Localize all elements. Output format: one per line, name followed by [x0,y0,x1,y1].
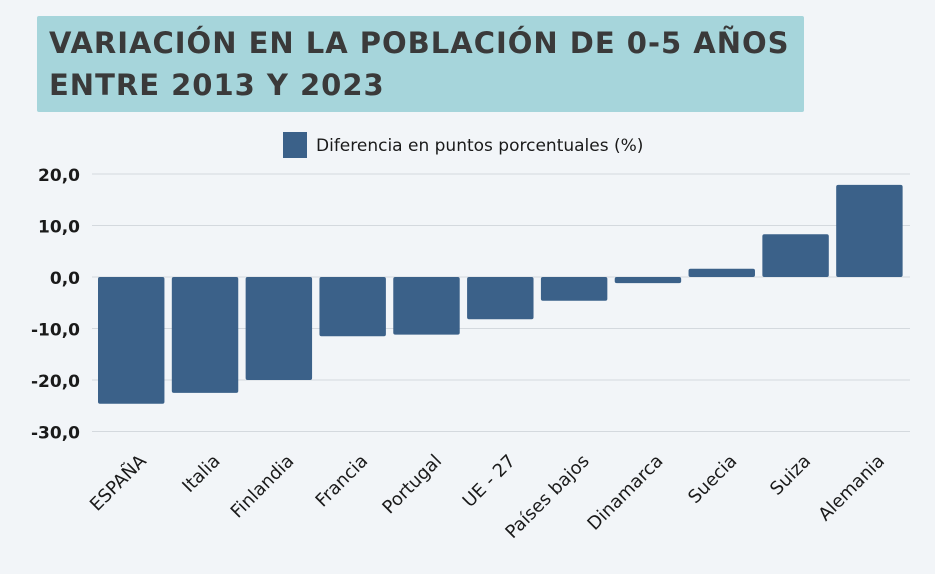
x-tick-labels: ESPAÑA Italia Finlandia Francia Portugal UE -… [85,449,889,542]
x-tick-label: Portugal [378,451,446,519]
bars [98,184,903,404]
bar [467,277,534,320]
bar [836,184,903,277]
title-box: VARIACIÓN EN LA POBLACIÓN DE 0-5 AÑOS EN… [37,16,804,112]
chart-title-line-1: VARIACIÓN EN LA POBLACIÓN DE 0-5 AÑOS [49,26,790,60]
y-tick-label: -30,0 [31,424,80,444]
y-tick-label: 20,0 [38,166,80,186]
x-tick-label: ESPAÑA [85,449,151,515]
x-tick-label: Alemania [814,451,889,526]
y-tick-label: 0,0 [50,269,80,289]
y-tick-labels: 20,0 10,0 0,0 -10,0 -20,0 -30,0 [31,166,80,444]
x-tick-label: UE - 27 [459,451,520,512]
legend: Diferencia en puntos porcentuales (%) [283,132,643,158]
x-tick-label: Francia [312,451,373,512]
legend-label: Diferencia en puntos porcentuales (%) [316,136,643,156]
bar [688,268,755,277]
y-tick-label: -10,0 [31,321,80,341]
bar [319,277,386,337]
chart-title-line-2: ENTRE 2013 Y 2023 [49,68,385,102]
x-tick-label: Suecia [684,451,741,508]
y-tick-label: -20,0 [31,372,80,392]
bar [540,277,608,301]
bar [245,277,313,380]
bar [614,277,682,284]
bar [98,277,165,404]
x-tick-label: Dinamarca [583,451,667,535]
x-tick-label: Italia [178,451,224,497]
bar [393,277,460,335]
bar [171,277,239,393]
x-tick-label: Finlandia [227,451,299,523]
x-tick-label: Suiza [766,451,815,500]
y-tick-label: 10,0 [38,218,80,238]
bar [762,234,829,277]
legend-swatch [283,132,307,158]
